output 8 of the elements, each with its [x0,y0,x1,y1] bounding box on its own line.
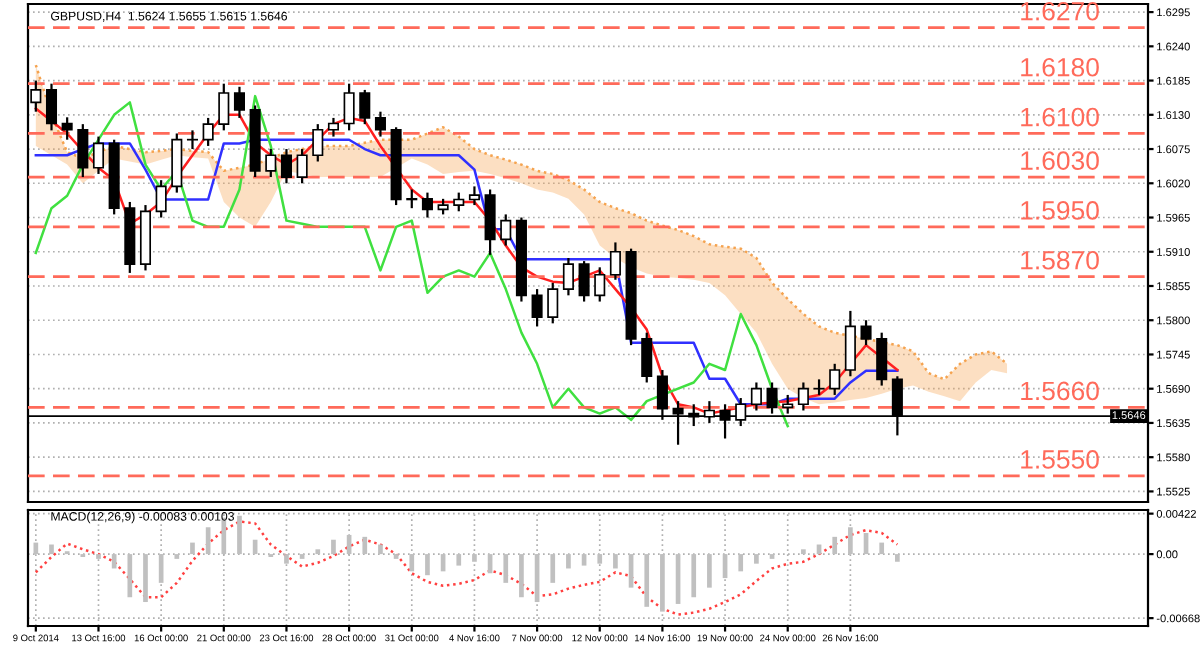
ref-line-label: 1.5660 [1021,381,1099,401]
ref-line-label: 1.6270 [1021,1,1099,21]
ref-line-label: 1.5550 [1021,450,1099,469]
ref-line-label: 1.6030 [1021,151,1099,170]
ref-line-label: 1.5950 [1021,201,1099,220]
ref-line-label: 1.5870 [1021,250,1099,270]
ref-line-label: 1.6100 [1021,107,1099,127]
ref-line-label: 1.6180 [1021,57,1099,77]
